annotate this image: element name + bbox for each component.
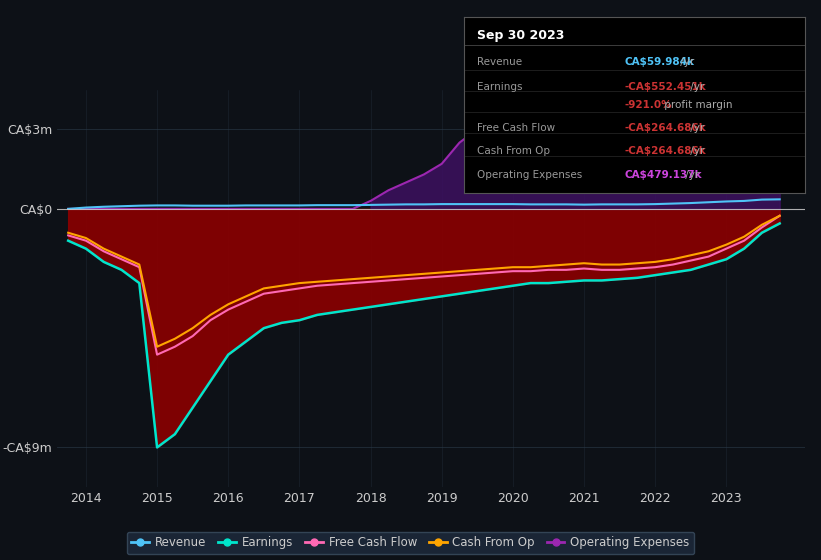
Text: -CA$552.451k: -CA$552.451k [624,82,706,92]
Text: /yr: /yr [687,123,704,133]
Text: Operating Expenses: Operating Expenses [478,170,583,180]
Text: profit margin: profit margin [661,100,732,110]
Text: CA$59.984k: CA$59.984k [624,57,694,67]
Text: /yr: /yr [687,82,704,92]
Text: Earnings: Earnings [478,82,523,92]
Text: /yr: /yr [682,170,699,180]
Text: CA$479.137k: CA$479.137k [624,170,702,180]
Text: /yr: /yr [687,146,704,156]
Text: Free Cash Flow: Free Cash Flow [478,123,556,133]
Text: /yr: /yr [677,57,694,67]
Text: Cash From Op: Cash From Op [478,146,551,156]
Legend: Revenue, Earnings, Free Cash Flow, Cash From Op, Operating Expenses: Revenue, Earnings, Free Cash Flow, Cash … [126,531,695,554]
Text: -CA$264.686k: -CA$264.686k [624,123,706,133]
Text: Sep 30 2023: Sep 30 2023 [478,29,565,42]
Text: -921.0%: -921.0% [624,100,672,110]
Text: -CA$264.686k: -CA$264.686k [624,146,706,156]
Text: Revenue: Revenue [478,57,523,67]
